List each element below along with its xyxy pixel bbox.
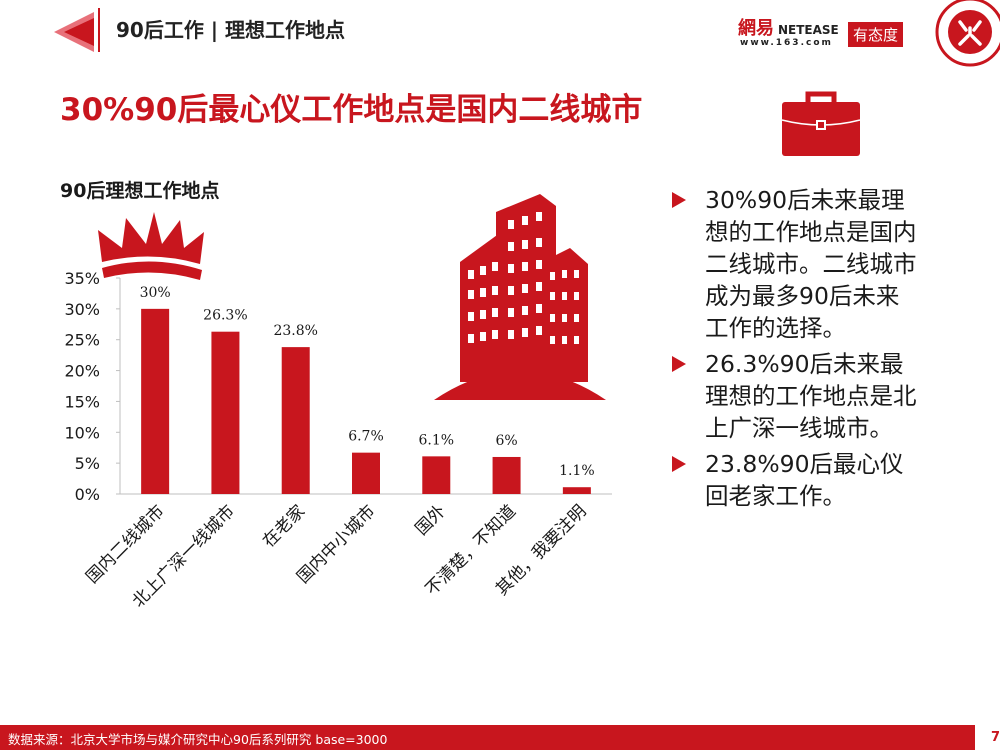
logo-tag: 有态度 xyxy=(848,22,904,47)
y-tick-label: 0% xyxy=(75,485,100,504)
footer-bar: 数据来源：北京大学市场与媒介研究中心90后系列研究 base=3000 7 xyxy=(0,725,1000,750)
x-tick-label: 国外 xyxy=(412,501,450,539)
y-tick-label: 10% xyxy=(64,423,100,442)
y-tick-label: 30% xyxy=(64,300,100,319)
triangle-bullet-icon xyxy=(672,192,686,208)
bar xyxy=(211,331,240,494)
data-label: 6.1% xyxy=(418,432,454,448)
bar xyxy=(562,487,591,494)
data-label: 30% xyxy=(140,285,171,301)
y-tick-label: 20% xyxy=(64,362,100,381)
data-label: 1.1% xyxy=(559,463,595,479)
triangle-bullet-icon xyxy=(672,456,686,472)
netease-logo: 網易 NETEASE www.163.com 有态度 xyxy=(738,10,928,50)
bullet-list: 30%90后未来最理想的工作地点是国内二线城市。二线城市成为最多90后未来工作的… xyxy=(672,184,922,516)
logo-brand-en: NETEASE xyxy=(778,23,839,37)
header-divider xyxy=(98,8,100,52)
bar xyxy=(281,347,310,494)
data-label: 6% xyxy=(495,433,517,449)
y-tick-label: 15% xyxy=(64,392,100,411)
city-buildings-icon xyxy=(434,194,606,400)
footer-source: 数据来源：北京大学市场与媒介研究中心90后系列研究 base=3000 xyxy=(8,732,388,747)
bullet-text: 30%90后未来最理想的工作地点是国内二线城市。二线城市成为最多90后未来工作的… xyxy=(705,186,917,342)
chart-title: 90后理想工作地点 xyxy=(60,180,220,202)
bullet-text: 23.8%90后最心仪回老家工作。 xyxy=(705,450,904,510)
data-label: 26.3% xyxy=(203,308,247,324)
page-title: 30%90后最心仪工作地点是国内二线城市 xyxy=(60,92,643,128)
crown-icon xyxy=(98,212,204,280)
x-tick-label: 在老家 xyxy=(259,501,309,551)
logo-brand-cn: 網易 xyxy=(738,18,774,39)
bullet-text: 26.3%90后未来最理想的工作地点是北上广深一线城市。 xyxy=(705,350,917,442)
bar xyxy=(141,308,170,494)
briefcase-icon xyxy=(781,91,861,156)
bar xyxy=(492,456,521,494)
triangle-bullet-icon xyxy=(672,356,686,372)
bar xyxy=(422,456,451,494)
data-label: 6.7% xyxy=(348,429,384,445)
pku-seal-icon xyxy=(935,0,1000,67)
bullet-item: 30%90后未来最理想的工作地点是国内二线城市。二线城市成为最多90后未来工作的… xyxy=(672,184,922,344)
data-label: 23.8% xyxy=(273,323,317,339)
header-triangle-icon xyxy=(54,12,94,52)
y-tick-label: 5% xyxy=(75,454,100,473)
y-tick-label: 35% xyxy=(64,269,100,288)
logo-brand: 網易 NETEASE xyxy=(738,14,839,40)
bullet-item: 26.3%90后未来最理想的工作地点是北上广深一线城市。 xyxy=(672,348,922,444)
bullet-item: 23.8%90后最心仪回老家工作。 xyxy=(672,448,922,512)
page-number: 7 xyxy=(975,725,1000,750)
y-tick-label: 25% xyxy=(64,331,100,350)
header-title: 90后工作 | 理想工作地点 xyxy=(116,18,346,42)
logo-site: www.163.com xyxy=(740,38,833,48)
bar xyxy=(352,452,380,494)
